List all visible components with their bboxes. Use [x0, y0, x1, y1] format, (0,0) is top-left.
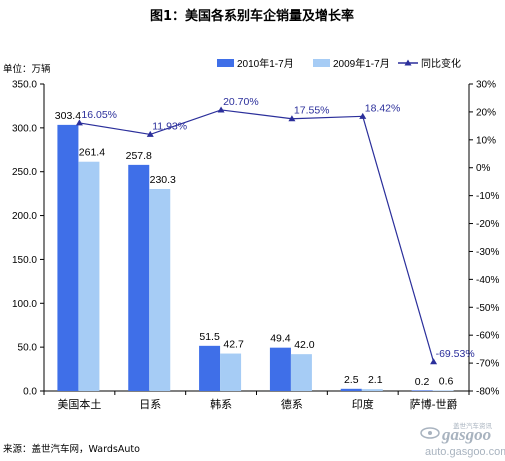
- bar-2010: [128, 164, 150, 391]
- gasgoo-logo-icon: [420, 427, 440, 439]
- bar-2009-value-label: 261.4: [79, 147, 105, 159]
- gasgoo-watermark: gasgoo 盖世汽车资讯 auto.gasgoo.com: [420, 421, 505, 458]
- legend: 2010年1-7月 2009年1-7月 同比变化: [217, 57, 461, 70]
- bar-2010: [411, 390, 433, 391]
- y-left-tick-label: 0.0: [23, 387, 37, 398]
- y-left-tick-label: 250.0: [12, 167, 37, 178]
- x-category-label: 德系: [281, 397, 303, 411]
- y-right-tick-label: 10%: [476, 135, 496, 146]
- unit-label: 单位：万辆: [3, 63, 51, 75]
- bar-2009: [220, 353, 242, 391]
- change-value-label: 16.05%: [81, 109, 117, 121]
- y-right-tick-label: -10%: [476, 191, 499, 202]
- x-category-label: 美国本土: [57, 397, 101, 411]
- bar-2010: [199, 345, 221, 391]
- change-value-label: 11.93%: [152, 120, 187, 132]
- change-value-label: 18.42%: [365, 102, 401, 114]
- y-right-tick-label: -40%: [476, 275, 499, 286]
- bar-2009-value-label: 42.7: [223, 339, 244, 351]
- x-category-label: 萨博-世爵: [410, 397, 458, 411]
- y-right-tick-label: 0%: [476, 163, 491, 174]
- y-right-tick-label: -50%: [476, 303, 499, 314]
- watermark-brand: gasgoo: [441, 425, 491, 444]
- bar-2009: [149, 188, 171, 391]
- bar-2009-value-label: 2.1: [368, 374, 383, 386]
- y-right-tick-label: 30%: [476, 80, 496, 91]
- bar-2009-value-label: 42.0: [294, 339, 315, 351]
- y-right-tick-label: 20%: [476, 107, 496, 118]
- source-note: 来源：盖世汽车网，WardsAuto: [3, 443, 140, 455]
- bar-2010: [269, 347, 291, 391]
- watermark-url: auto.gasgoo.com: [425, 446, 505, 458]
- y-left-tick-label: 300.0: [12, 123, 37, 134]
- x-category-label: 日系: [139, 398, 161, 411]
- legend-label-2009: 2009年1-7月: [333, 57, 390, 70]
- bar-2010: [57, 124, 79, 392]
- change-point: [430, 358, 438, 365]
- y-left-tick-label: 150.0: [12, 255, 37, 266]
- y-left-tick-label: 100.0: [12, 299, 37, 310]
- bar-2010-value-label: 2.5: [344, 374, 359, 386]
- bar-2009: [290, 354, 312, 391]
- y-right-tick-label: -20%: [476, 219, 499, 230]
- legend-swatch-2009: [313, 59, 330, 67]
- y-left-tick-label: 350.0: [12, 80, 37, 91]
- bar-2010-value-label: 49.4: [270, 333, 291, 345]
- legend-label-change: 同比变化: [421, 57, 461, 70]
- bar-2010-value-label: 0.2: [415, 376, 430, 388]
- bar-2009-value-label: 0.6: [439, 375, 454, 387]
- bar-2009: [361, 389, 383, 391]
- change-line: [79, 109, 435, 362]
- y-left-tick-label: 50.0: [18, 343, 38, 354]
- change-point: [288, 115, 296, 122]
- plot-area: 0.0 50.0 100.0 150.0 200.0 250.0 300.0 350.0 -80…: [12, 80, 499, 412]
- bar-2009-value-label: 230.3: [150, 174, 176, 186]
- change-value-label: -69.53%: [436, 348, 475, 360]
- x-category-label: 印度: [352, 397, 374, 411]
- legend-swatch-2010: [217, 59, 234, 67]
- change-point: [359, 112, 367, 119]
- bar-2010-value-label: 257.8: [126, 150, 152, 162]
- legend-marker-icon: [404, 59, 412, 66]
- legend-label-2010: 2010年1-7月: [237, 57, 294, 70]
- change-point: [217, 106, 225, 113]
- bar-2009: [78, 161, 100, 391]
- y-left-tick-label: 200.0: [12, 211, 37, 222]
- bar-2010-value-label: 303.4: [55, 110, 81, 122]
- y-right-tick-label: -60%: [476, 331, 499, 342]
- change-value-label: 20.70%: [223, 96, 259, 108]
- y-right-tick-label: -30%: [476, 247, 499, 258]
- bar-2009: [432, 390, 454, 391]
- change-point: [146, 130, 154, 137]
- change-point: [75, 119, 83, 126]
- x-category-label: 韩系: [210, 397, 232, 411]
- y-right-tick-label: -80%: [476, 387, 499, 398]
- change-value-label: 17.55%: [294, 105, 330, 117]
- bar-2010: [340, 388, 362, 391]
- bar-2010-value-label: 51.5: [199, 331, 220, 343]
- y-right-tick-label: -70%: [476, 359, 499, 370]
- chart-title: 图1：美国各系别车企销量及增长率: [150, 8, 354, 24]
- watermark-tagline: 盖世汽车资讯: [453, 421, 493, 430]
